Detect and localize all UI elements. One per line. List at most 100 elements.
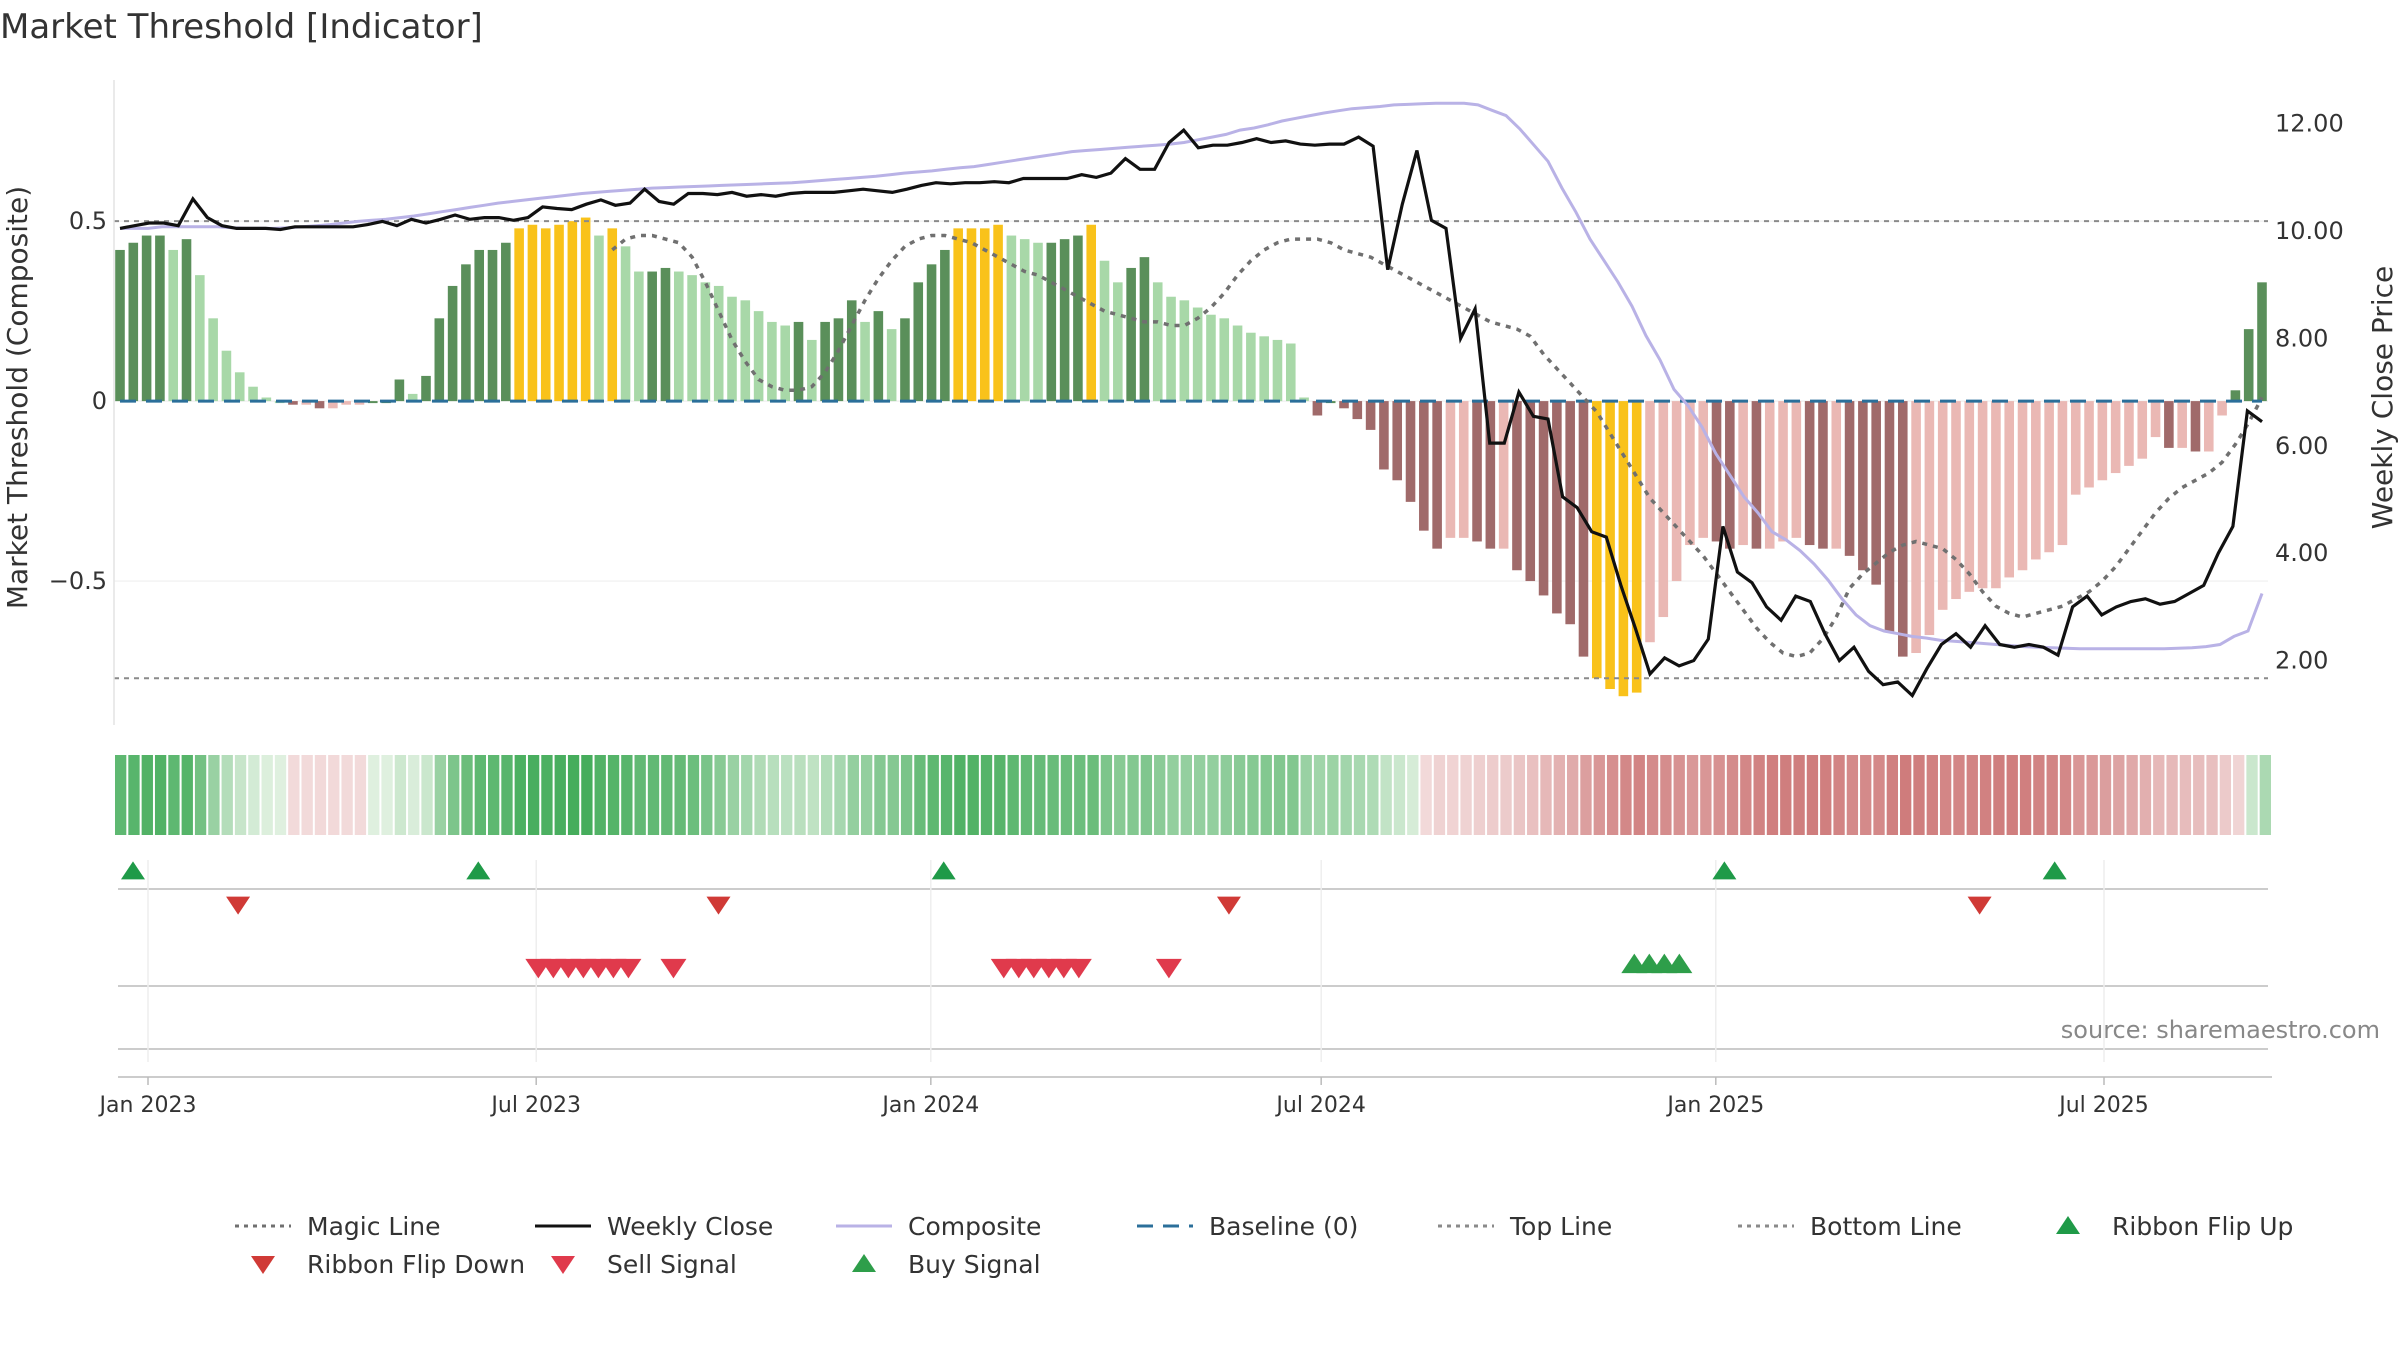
line-series	[114, 101, 2268, 699]
composite-bar	[1512, 401, 1522, 571]
composite-bar	[1685, 401, 1695, 546]
ribbon-cell	[1220, 755, 1232, 835]
ribbon-cell	[1820, 755, 1832, 835]
ribbon-cell	[794, 755, 806, 835]
ribbon-cell	[1713, 755, 1725, 835]
ribbon-cell	[1873, 755, 1885, 835]
composite-bar	[1059, 239, 1070, 402]
ribbon-cell	[341, 755, 353, 835]
composite-bar	[594, 235, 604, 402]
ribbon-cell	[288, 755, 300, 835]
composite-bar	[554, 224, 564, 402]
composite-bar	[2177, 401, 2187, 448]
ribbon-cell	[474, 755, 486, 835]
ribbon-cell	[168, 755, 180, 835]
composite-bar	[394, 379, 405, 402]
sell-signal-marker	[1065, 958, 1092, 979]
legend-item: Magic Line	[235, 1212, 441, 1241]
composite-bar	[1778, 401, 1788, 542]
composite-bar	[820, 321, 830, 402]
composite-bars	[115, 217, 2267, 697]
legend-item: Baseline (0)	[1137, 1212, 1358, 1241]
ribbon-cell	[1726, 755, 1739, 835]
composite-bar	[2203, 401, 2214, 452]
ribbon-cell	[1900, 755, 1912, 835]
composite-bar	[1884, 401, 1895, 632]
ribbon-cell	[1313, 755, 1326, 835]
ribbon-cell	[727, 755, 740, 835]
ribbon-cell	[1753, 755, 1765, 835]
ribbon-cell	[261, 755, 273, 835]
axes-layer: 0.5 0 −0.5 12.00 10.00 8.00 6.00 4.00 2.00 Market…	[1, 80, 2399, 725]
ribbon-cell	[2073, 755, 2085, 835]
legend-label: Composite	[908, 1212, 1041, 1241]
y2-tick-label: 8.00	[2275, 324, 2328, 352]
composite-bar	[713, 285, 724, 402]
composite-bar	[1924, 401, 1935, 636]
ribbon-cell	[1207, 755, 1219, 835]
composite-bar	[1738, 401, 1748, 546]
ribbon-cell	[887, 755, 899, 835]
legend-item: Top Line	[1438, 1212, 1612, 1241]
ribbon-cell	[1420, 755, 1432, 835]
composite-bar	[1578, 401, 1589, 657]
ribbon-cell	[487, 755, 500, 835]
legend-swatch	[251, 1256, 275, 1274]
x-tick-label: Jul 2025	[2057, 1093, 2149, 1118]
composite-bar	[288, 401, 298, 405]
ribbon-cell	[1913, 755, 1925, 835]
composite-bar	[1192, 307, 1203, 402]
ribbon-cell	[1380, 755, 1392, 835]
composite-bar	[1698, 401, 1709, 538]
legend-label: Top Line	[1509, 1212, 1612, 1241]
ribbon-cell	[781, 755, 793, 835]
ribbon-cell	[1593, 755, 1605, 835]
legend: Magic Line Weekly Close Composite Baseline …	[235, 1212, 2293, 1279]
composite-bar	[1498, 401, 1509, 549]
ribbon-flip-up-marker	[931, 861, 956, 880]
composite-bar	[501, 242, 511, 402]
legend-label: Buy Signal	[908, 1250, 1041, 1279]
composite-bar	[1858, 401, 1868, 571]
composite-bar	[1445, 401, 1456, 538]
ribbon-cell	[1553, 755, 1565, 835]
composite-bar	[2031, 401, 2041, 560]
ribbon-cell	[1979, 755, 1992, 835]
ribbon-cell	[1247, 755, 1259, 835]
ribbon-cell	[115, 755, 127, 835]
composite-bar	[2124, 401, 2134, 466]
composite-bar	[155, 235, 165, 402]
legend-item: Weekly Close	[535, 1212, 773, 1241]
legend-label: Ribbon Flip Up	[2112, 1212, 2293, 1241]
ribbon-cell	[874, 755, 886, 835]
composite-bar	[1565, 401, 1575, 625]
ribbon-cell	[1740, 755, 1752, 835]
composite-bar	[793, 321, 804, 402]
legend-label: Ribbon Flip Down	[307, 1250, 525, 1279]
composite-bar	[2097, 401, 2108, 481]
composite-bar	[1086, 224, 1097, 402]
composite-bar	[993, 224, 1003, 402]
legend-item: Sell Signal	[551, 1250, 737, 1279]
composite-bar	[328, 401, 338, 409]
ribbon-cell	[674, 755, 686, 835]
composite-bar	[780, 325, 791, 402]
composite-bar	[1046, 242, 1057, 402]
composite-bar	[1206, 314, 1216, 402]
composite-bar	[1073, 235, 1083, 402]
ribbon-cell	[1846, 755, 1859, 835]
ribbon-cell	[1833, 755, 1845, 835]
ribbon-cell	[567, 755, 580, 835]
sell-signal-marker	[1155, 958, 1182, 979]
composite-bar	[860, 321, 870, 402]
ribbon-cell	[2166, 755, 2178, 835]
composite-bar	[953, 228, 963, 402]
ribbon-cell	[314, 755, 327, 835]
ribbon-cell	[181, 755, 193, 835]
ribbon-cell	[1966, 755, 1978, 835]
ribbon-cell	[607, 755, 620, 835]
y2-tick-label: 12.00	[2275, 110, 2344, 138]
legend-swatch	[551, 1256, 575, 1274]
ribbon-cell	[461, 755, 473, 835]
